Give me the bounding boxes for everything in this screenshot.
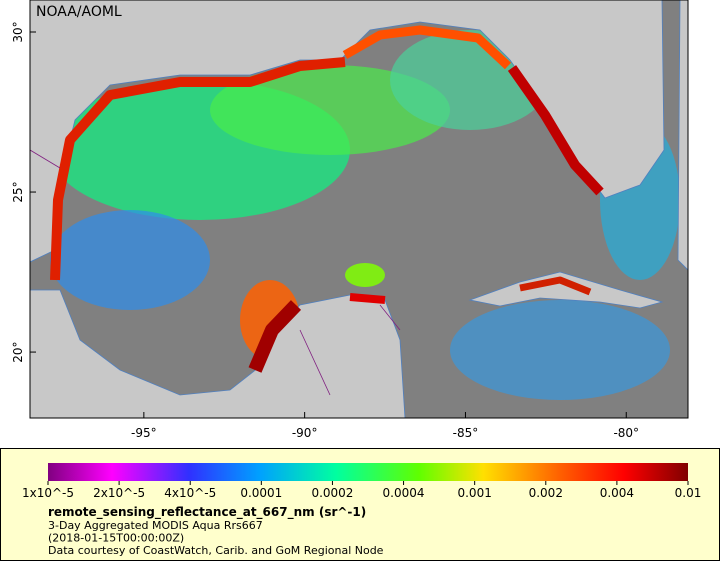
credit: NOAA/AOML — [36, 4, 122, 20]
colorbar — [48, 463, 688, 481]
x-tick-label: -85° — [453, 426, 479, 440]
land — [30, 0, 688, 418]
y-tick-label: 30° — [11, 21, 25, 42]
borders — [30, 149, 401, 396]
x-tick-label: -95° — [131, 426, 157, 440]
map: NOAA/AOML — [30, 0, 688, 418]
colorbar-label: 0.004 — [600, 486, 634, 500]
x-tick-label: -80° — [613, 426, 639, 440]
legend-lines: 3-Day Aggregated MODIS Aqua Rrs667(2018-… — [48, 519, 384, 557]
colorbar-label: 0.0001 — [240, 486, 282, 500]
x-tick-label: -90° — [292, 426, 318, 440]
colorbar-label: 0.01 — [675, 486, 702, 500]
y-tick-label: 20° — [11, 341, 25, 362]
legend-line: (2018-01-15T00:00:00Z) — [48, 532, 184, 545]
coastal-bands — [50, 25, 604, 373]
legend-line: Data courtesy of CoastWatch, Carib. and … — [48, 544, 384, 557]
colorbar-label: 4x10^-5 — [164, 486, 216, 500]
map-frame — [29, 0, 689, 419]
colorbar-label: 0.002 — [529, 486, 563, 500]
colorbar-label: 2x10^-5 — [93, 486, 145, 500]
colorbar-label: 0.0002 — [311, 486, 353, 500]
colorbar-label: 1x10^-5 — [22, 486, 74, 500]
legend-line: 3-Day Aggregated MODIS Aqua Rrs667 — [48, 519, 263, 532]
credit-box — [31, 1, 113, 21]
colorbar-label: 0.0004 — [383, 486, 425, 500]
y-tick-label: 25° — [11, 181, 25, 202]
variable-name: remote_sensing_reflectance_at_667_nm (sr… — [48, 505, 366, 520]
colorbar-label: 0.001 — [457, 486, 491, 500]
